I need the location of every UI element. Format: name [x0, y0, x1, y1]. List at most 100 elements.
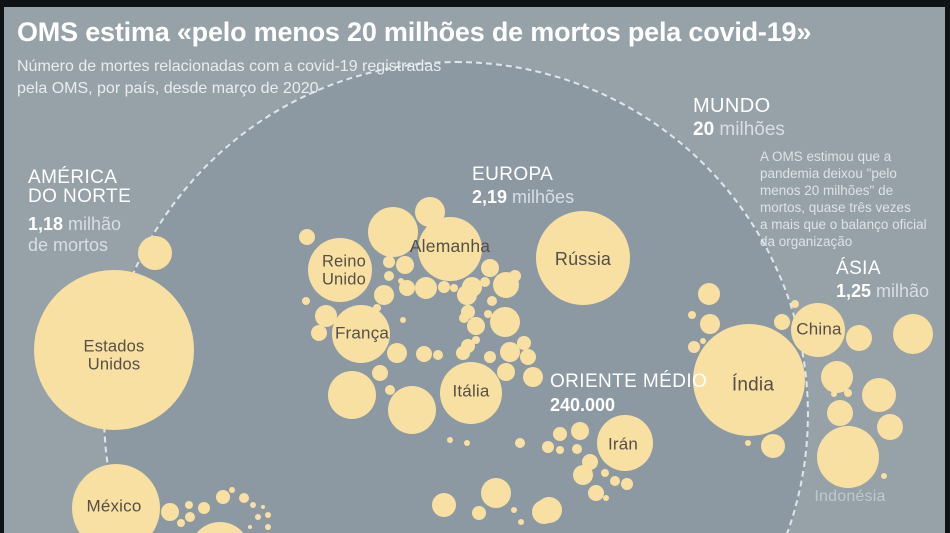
- bubble: [373, 304, 381, 312]
- bubble: [571, 422, 589, 440]
- bubble: [761, 434, 785, 458]
- region-name-asia: ÁSIA: [836, 258, 881, 279]
- bubble: [497, 363, 515, 381]
- bubble: [400, 317, 406, 323]
- region-name-europa: EUROPA: [472, 164, 554, 185]
- bubble: [484, 351, 496, 363]
- bubble: [573, 465, 593, 485]
- bubble: [517, 336, 531, 350]
- bubble: [328, 371, 376, 419]
- bubble: [462, 277, 482, 297]
- bubble: [846, 325, 872, 351]
- bubble: [518, 519, 524, 525]
- country-label-italia: Itália: [452, 381, 490, 401]
- region-name-north-america: AMÉRICA DO NORTE: [28, 167, 132, 207]
- bubble: [177, 519, 185, 527]
- bubble: [603, 495, 609, 501]
- bubble-alemanha: [418, 217, 482, 281]
- bubble: [265, 524, 271, 530]
- bubble: [388, 386, 436, 434]
- region-unit-europa: milhões: [507, 187, 575, 207]
- region-total-north-america: 1,18 milhão de mortos: [28, 214, 131, 256]
- region-value-asia: 1,25: [836, 281, 872, 301]
- region-value-oriente-medio: 240.000: [550, 395, 616, 415]
- bubbles-layer: Estados Unidos México Reino Unido França Ale…: [4, 7, 945, 533]
- bubble: [509, 270, 521, 282]
- bubble: [520, 349, 536, 365]
- bubble-italia: [440, 362, 502, 424]
- country-label-reino-unido: Reino Unido: [321, 252, 367, 289]
- region-value-north-america: 1,18: [28, 214, 64, 234]
- bubble-estados-unidos: [34, 270, 194, 430]
- bubble: [216, 490, 230, 504]
- bubble: [827, 400, 853, 426]
- bubble: [774, 314, 790, 330]
- bubble: [515, 438, 525, 448]
- bubble: [536, 497, 562, 523]
- bubble: [467, 317, 485, 335]
- bubble: [383, 256, 395, 268]
- infographic-canvas: Estados Unidos México Reino Unido França Ale…: [4, 7, 945, 533]
- bubble-reino-unido: [308, 238, 372, 302]
- bubble: [542, 441, 554, 453]
- bubble: [185, 501, 193, 509]
- bubble: [265, 512, 271, 518]
- bubble: [229, 487, 235, 493]
- bubble: [138, 236, 172, 270]
- bubble: [185, 512, 195, 522]
- bubble-russia: [536, 211, 630, 305]
- bubble-indonesia: [817, 426, 879, 488]
- country-label-india: Índia: [731, 374, 775, 396]
- bubble: [481, 259, 499, 277]
- bubble: [480, 277, 490, 287]
- bubble: [387, 343, 407, 363]
- bubble: [311, 325, 327, 341]
- bubble: [791, 300, 799, 308]
- bubble: [384, 271, 394, 281]
- bubble: [472, 506, 486, 520]
- country-label-indonesia: Indonésia: [814, 488, 886, 506]
- country-label-estados-unidos: Estados Unidos: [83, 337, 145, 374]
- bubble: [432, 493, 456, 517]
- bubble: [484, 310, 492, 318]
- bubble: [464, 440, 470, 446]
- bubble: [487, 296, 497, 306]
- region-total-oriente-medio: 240.000: [550, 395, 707, 416]
- subtitle: Número de mortes relacionadas com a covi…: [17, 58, 442, 97]
- bubble: [416, 346, 432, 362]
- bubble: [881, 473, 887, 479]
- bubble: [399, 280, 415, 296]
- bubble-franca: [332, 305, 390, 363]
- bubble: [610, 476, 620, 486]
- bubble: [299, 229, 315, 245]
- bubble: [415, 277, 437, 299]
- bubble: [556, 446, 564, 454]
- bubble: [372, 365, 388, 381]
- bubble-iran: [597, 415, 653, 471]
- region-unit-asia: milhão: [871, 281, 930, 301]
- bubble: [239, 493, 249, 503]
- bubble: [862, 378, 896, 412]
- bubble-mexico: [72, 464, 160, 533]
- region-label-asia: ÁSIA 1,25 milhão: [836, 259, 929, 302]
- bubble: [601, 469, 609, 477]
- bubble: [248, 525, 252, 529]
- world-total-value: 20 milhões: [693, 119, 785, 140]
- bubble: [893, 314, 933, 354]
- country-label-russia: Rússia: [554, 248, 612, 269]
- bubble: [490, 307, 520, 337]
- bubble: [877, 414, 903, 440]
- bubble: [511, 507, 517, 513]
- region-label-north-america: AMÉRICA DO NORTE 1,18 milhão de mortos: [28, 168, 131, 256]
- country-label-alemanha: Alemanha: [409, 236, 491, 257]
- bubble-china: [791, 303, 845, 357]
- bubble: [198, 502, 210, 514]
- bubble: [433, 350, 443, 360]
- bubble: [700, 338, 706, 344]
- region-total-europa: 2,19 milhões: [472, 187, 574, 208]
- bubble: [698, 283, 720, 305]
- bubble: [500, 342, 520, 362]
- region-total-asia: 1,25 milhão: [836, 281, 929, 302]
- bubble: [438, 281, 450, 293]
